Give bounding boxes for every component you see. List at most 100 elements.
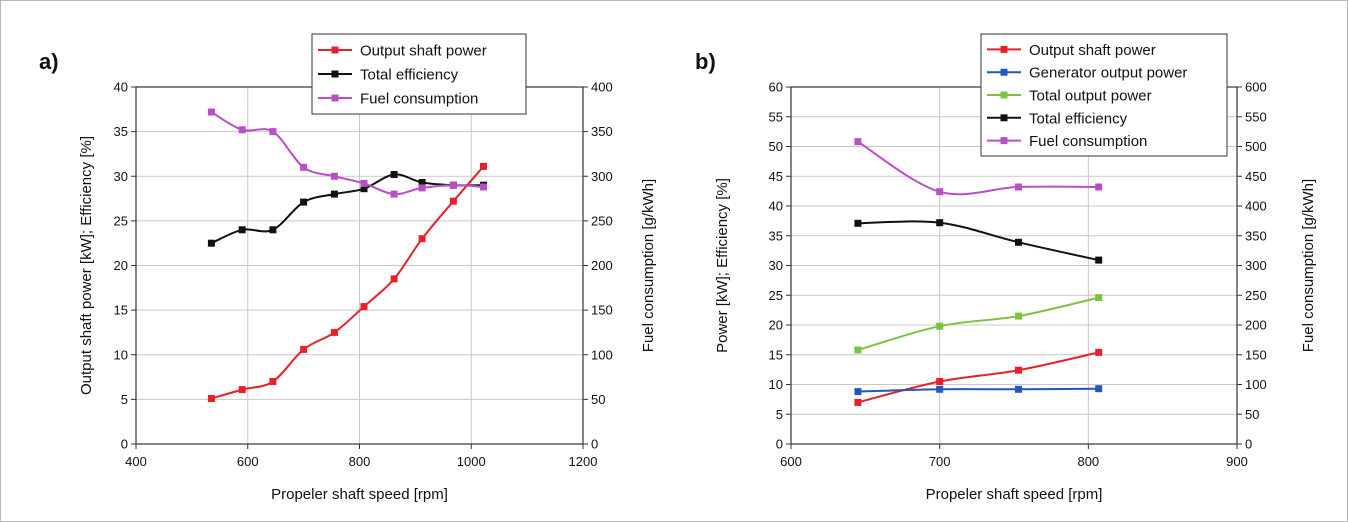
panel-b-series-line-generator-output-power (857, 387, 1099, 393)
panel-a-y2-tick-label: 350 (591, 124, 613, 139)
panel-b-y2-tick-label: 50 (1245, 407, 1259, 422)
panel-a-legend-swatch-marker (331, 94, 339, 102)
panel-a-y-tick-label: 30 (114, 169, 128, 184)
panel-b-legend-label: Output shaft power (1029, 42, 1156, 59)
panel-a-y-tick-label: 40 (114, 80, 128, 95)
panel-b-x-axis-title: Propeler shaft speed [rpm] (926, 486, 1103, 503)
panel-b-legend-box (980, 33, 1228, 157)
panel-a-y-tick-label: 10 (114, 347, 128, 362)
panel-b-data-point-fuel-consumption (936, 188, 944, 196)
panel-a-data-point-total-efficiency (269, 226, 277, 234)
panel-a-y2-tick-label: 150 (591, 303, 613, 318)
panel-a-data-point-output-shaft-power (300, 345, 308, 353)
panel-b-series-line-fuel-consumption (857, 140, 1099, 196)
panel-a-x-axis-title: Propeler shaft speed [rpm] (271, 486, 448, 503)
panel-a-y2-tick-label: 200 (591, 258, 613, 273)
panel-b-series-line-total-output-power (857, 296, 1099, 351)
panel-b-legend-swatch-marker (1000, 45, 1008, 53)
panel-a-y-tick-label: 5 (121, 392, 128, 407)
panel-b-y2-tick-label: 500 (1245, 139, 1267, 154)
panel-a-legend-swatch-marker (331, 70, 339, 78)
panel-b-data-point-total-efficiency (854, 219, 862, 227)
panel-b-y-tick-label: 15 (769, 347, 783, 362)
panel-b-legend-swatch-marker (1000, 91, 1008, 99)
panel-b-y2-tick-label: 550 (1245, 109, 1267, 124)
panel-a-y2-axis-title: Fuel consumption [g/kWh] (640, 179, 657, 352)
panel-b-legend-label: Total output power (1029, 88, 1152, 105)
panel-b-data-point-output-shaft-power (854, 398, 862, 406)
panel-b-data-point-total-output-power (936, 322, 944, 330)
panel-b-y-tick-label: 20 (769, 318, 783, 333)
panel-a-data-point-total-efficiency (418, 179, 426, 186)
panel-a-x-tick-label: 1000 (457, 454, 486, 469)
panel-b-data-point-total-output-power (1015, 312, 1022, 320)
panel-b-x-tick-label: 700 (929, 454, 951, 469)
panel-a-data-point-fuel-consumption (269, 128, 277, 136)
panel-a-data-point-output-shaft-power (207, 395, 215, 402)
panel-b-y-tick-label: 60 (769, 80, 783, 95)
panel-a-data-point-output-shaft-power (269, 378, 277, 385)
panel-a-data-point-fuel-consumption (238, 126, 246, 134)
panel-a-data-point-total-efficiency (207, 239, 215, 247)
panel-a-data-point-output-shaft-power (418, 235, 426, 243)
panel-a-data-point-fuel-consumption (207, 108, 215, 116)
panel-b-y-tick-label: 50 (769, 139, 783, 154)
panel-b-legend-swatch-marker (1000, 137, 1008, 145)
panel-a-data-point-fuel-consumption (449, 181, 457, 189)
panel-b-y-tick-label: 5 (776, 407, 783, 422)
panel-b-y2-tick-label: 250 (1245, 288, 1267, 303)
panel-a-series-line-total-efficiency (210, 173, 484, 245)
panel-a-data-point-fuel-consumption (480, 183, 487, 191)
panel-b-y-tick-label: 40 (769, 199, 783, 214)
panel-b-legend-label: Generator output power (1029, 65, 1187, 82)
panel-a-label: a) (39, 49, 59, 74)
panel-a-data-point-output-shaft-power (360, 303, 368, 311)
panel-a-y-tick-label: 20 (114, 258, 128, 273)
panel-b-y2-tick-label: 300 (1245, 258, 1267, 273)
panel-a-data-point-output-shaft-power (330, 328, 338, 336)
panel-b-x-tick-label: 800 (1077, 454, 1099, 469)
panel-a-data-point-output-shaft-power (238, 386, 246, 394)
panel-a-y-tick-label: 35 (114, 124, 128, 139)
panel-b-data-point-total-output-power (1095, 294, 1103, 302)
panel-a-x-tick-label: 400 (125, 454, 147, 469)
panel-a-y2-tick-label: 50 (591, 392, 605, 407)
panel-a-series-line-output-shaft-power (211, 165, 485, 400)
panel-b-data-point-generator-output-power (1015, 385, 1022, 393)
panel-b-data-point-generator-output-power (1095, 385, 1103, 393)
panel-a-x-tick-label: 600 (237, 454, 259, 469)
panel-b-legend-swatch-marker (1000, 68, 1008, 76)
panel-a-legend-label: Total efficiency (360, 67, 459, 84)
panel-a-y-axis-title: Output shaft power [kW]; Efficiency [%] (78, 136, 95, 395)
panel-a-x-tick-label: 800 (349, 454, 371, 469)
panel-a-data-point-total-efficiency (330, 190, 338, 198)
panel-a-legend-swatch-marker (331, 46, 339, 54)
panel-b-y-tick-label: 10 (769, 377, 783, 392)
panel-a-y-tick-label: 15 (114, 303, 128, 318)
panel-b-series-line-output-shaft-power (857, 351, 1099, 404)
panel-a-legend-label: Output shaft power (360, 43, 487, 60)
panel-a-data-point-output-shaft-power (480, 162, 487, 170)
panel-b-x-tick-label: 600 (780, 454, 802, 469)
panel-b-y2-tick-label: 0 (1245, 437, 1252, 452)
panel-a-data-point-fuel-consumption (360, 179, 368, 187)
panel-b-data-point-output-shaft-power (936, 378, 944, 385)
panel-a-data-point-total-efficiency (238, 226, 246, 234)
panel-a-data-point-fuel-consumption (330, 172, 338, 180)
panel-b-y-tick-label: 45 (769, 169, 783, 184)
panel-b-y-tick-label: 25 (769, 288, 783, 303)
panel-a-x-tick-label: 1200 (569, 454, 598, 469)
panel-b-data-point-generator-output-power (936, 385, 944, 393)
panel-a-data-point-output-shaft-power (449, 197, 457, 205)
panel-a-data-point-fuel-consumption (300, 163, 308, 171)
panel-b-series-line-total-efficiency (857, 220, 1099, 262)
panel-b-y2-tick-label: 100 (1245, 377, 1267, 392)
panel-b-y-tick-label: 30 (769, 258, 783, 273)
panel-b-data-point-total-efficiency (1015, 238, 1022, 246)
panel-b-x-tick-label: 900 (1226, 454, 1248, 469)
panel-a-y-tick-label: 0 (121, 437, 128, 452)
panel-b-legend-swatch-marker (1000, 114, 1008, 122)
panel-b-legend-label: Total efficiency (1029, 110, 1128, 127)
